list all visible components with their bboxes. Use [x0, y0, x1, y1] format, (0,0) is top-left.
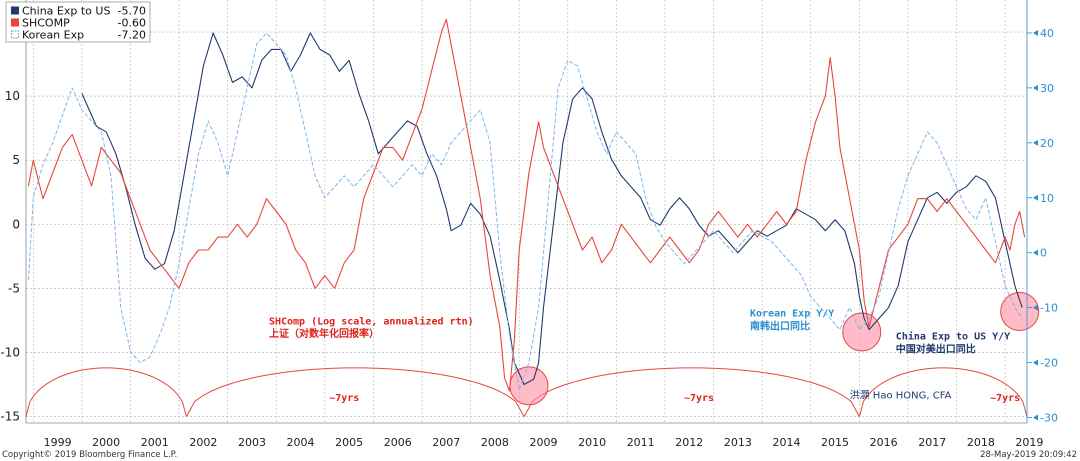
legend-label-china-exp: China Exp to US — [22, 5, 110, 18]
legend-swatch-china-exp — [11, 6, 19, 15]
annotation-china-cn: 中国对美出口同比 — [896, 343, 976, 356]
x-tick-label: 2013 — [724, 436, 752, 449]
x-tick-label: 2004 — [287, 436, 315, 449]
cycle-label: ~7yrs — [990, 393, 1020, 404]
y-left-tick-label: 5 — [12, 153, 20, 167]
series-lines — [27, 18, 1026, 392]
x-tick-label: 2011 — [627, 436, 655, 449]
legend-label-shcomp: SHCOMP — [22, 17, 70, 30]
y-right-tick-label: 0 — [1040, 247, 1047, 260]
legend-value-korean-exp: -7.20 — [118, 29, 146, 42]
legend-value-china-exp: -5.70 — [118, 5, 146, 18]
x-tick-label: 2018 — [967, 436, 995, 449]
x-tick-label: 2003 — [238, 436, 266, 449]
y-right-tick-arrow — [1033, 304, 1038, 311]
grid-lines — [26, 0, 1027, 423]
x-tick-label: 2002 — [189, 436, 217, 449]
y-right-tick-arrow — [1033, 359, 1038, 366]
y-right-tick-label: -30 — [1040, 412, 1058, 425]
cycle-arc — [523, 367, 860, 417]
x-tick-label: 2014 — [772, 436, 800, 449]
y-right-tick-label: 10 — [1040, 192, 1054, 205]
footer-copyright: Copyright© 2019 Bloomberg Finance L.P. — [2, 450, 177, 460]
x-tick-label: 2005 — [335, 436, 363, 449]
x-tick-label: 2012 — [675, 436, 703, 449]
y-right-tick-label: -10 — [1040, 302, 1058, 315]
annotation-author: 洪灝 Hao HONG, CFA — [850, 390, 952, 402]
x-tick-label: 2016 — [870, 436, 898, 449]
legend-box — [5, 1, 151, 43]
highlight-circle — [842, 312, 882, 352]
y-right-tick-arrow — [1033, 29, 1038, 36]
x-tick-label: 2015 — [821, 436, 849, 449]
tick-labels: 151050-5-10-1519992000200120022003200420… — [0, 25, 1058, 449]
highlight-circle — [1000, 291, 1040, 331]
y-left-tick-label: -15 — [0, 410, 20, 424]
y-right-tick-label: 30 — [1040, 82, 1054, 95]
cycle-label: ~7yrs — [329, 393, 359, 404]
x-tick-label: 2006 — [384, 436, 412, 449]
x-tick-label: 2010 — [578, 436, 606, 449]
x-tick-label: 2017 — [918, 436, 946, 449]
cycle-arc — [25, 367, 187, 417]
y-left-tick-label: -5 — [8, 281, 20, 295]
legend-label-korean-exp: Korean Exp — [22, 29, 84, 42]
x-tick-label: 2008 — [481, 436, 509, 449]
annotation-china-en: China Exp to US Y/Y — [896, 331, 1010, 343]
series-line-shcomp — [27, 18, 1026, 392]
cycle-arc — [185, 367, 525, 417]
legend-swatch-shcomp — [11, 18, 19, 27]
highlight-circle — [509, 366, 549, 406]
cycle-arcs: ~7yrs ~7yrs ~7yrs — [25, 367, 1028, 417]
x-tick-label: 2001 — [141, 436, 169, 449]
axes — [25, 0, 1038, 424]
y-left-tick-label: -10 — [0, 346, 20, 360]
annotation-korean-cn: 南韩出口同比 — [750, 319, 810, 332]
legend-swatch-korean-exp — [10, 30, 20, 39]
x-tick-label: 2007 — [432, 436, 460, 449]
y-left-tick-label: 0 — [12, 217, 20, 231]
legend: China Exp to US -5.70 SHCOMP -0.60 Korea… — [5, 1, 151, 43]
y-right-tick-arrow — [1033, 139, 1038, 146]
annotation-korean-en: Korean Exp Y/Y — [750, 309, 834, 320]
y-right-tick-arrow — [1033, 84, 1038, 91]
y-right-tick-label: -20 — [1040, 357, 1058, 370]
x-tick-label: 2000 — [92, 436, 120, 449]
legend-value-shcomp: -0.60 — [118, 17, 146, 30]
highlight-circles — [509, 291, 1040, 406]
annotation-shcomp-en: SHComp (Log scale, annualized rtn) — [269, 315, 474, 327]
x-tick-label: 1999 — [44, 436, 72, 449]
y-right-tick-arrow — [1033, 414, 1038, 421]
y-right-tick-label: 40 — [1040, 27, 1054, 40]
annotations: SHComp (Log scale, annualized rtn)上证（对数年… — [269, 309, 1010, 402]
x-tick-label: 2009 — [530, 436, 558, 449]
y-right-tick-arrow — [1033, 194, 1038, 201]
annotation-shcomp-cn: 上证（对数年化回报率） — [269, 327, 379, 340]
footer-timestamp: 28-May-2019 20:09:42 — [980, 450, 1077, 460]
y-right-tick-label: 20 — [1040, 137, 1054, 150]
cycle-arc — [858, 367, 1028, 417]
y-right-tick-arrow — [1033, 249, 1038, 256]
x-tick-label: 2019 — [1015, 436, 1043, 449]
y-left-tick-label: 10 — [5, 89, 20, 103]
series-line-korean-exp — [27, 32, 1023, 391]
cycle-label: ~7yrs — [684, 393, 714, 404]
